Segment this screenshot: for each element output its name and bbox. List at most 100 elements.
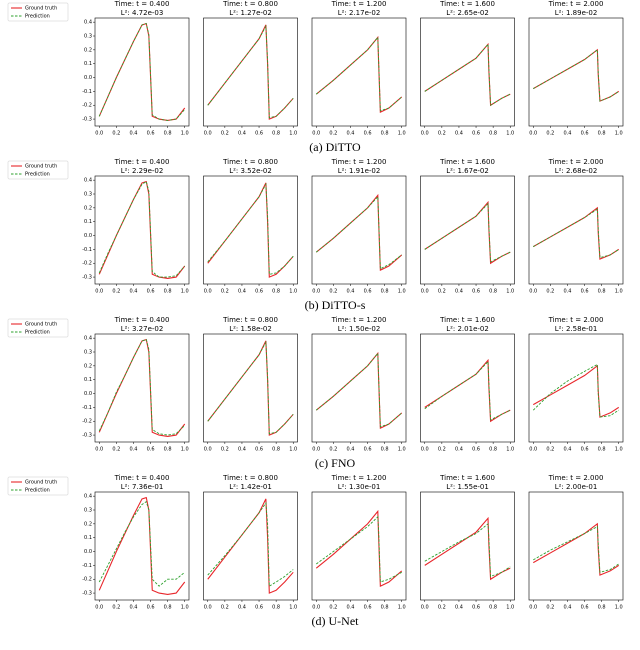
x-tick-label: 0.0 xyxy=(529,131,537,137)
x-tick-label: 0.2 xyxy=(546,605,554,611)
legend-box xyxy=(7,476,69,496)
subplot-subtitle: L²: 1.30e-01 xyxy=(338,483,381,491)
y-tick-label: 0.1 xyxy=(84,535,92,541)
x-tick-label: 0.6 xyxy=(581,289,589,295)
x-tick-label: 0.8 xyxy=(272,605,280,611)
y-tick-label: 0.3 xyxy=(84,350,92,356)
y-tick-label: -0.3 xyxy=(82,275,92,281)
caption: (d) U-Net xyxy=(312,614,360,628)
x-tick-label: 0.4 xyxy=(238,289,246,295)
x-tick-label: 1.0 xyxy=(181,289,189,295)
x-tick-label: 0.8 xyxy=(164,289,172,295)
series-line xyxy=(315,351,403,430)
subplot-title: Time: t = 0.800 xyxy=(222,316,278,324)
y-tick-label: 0.4 xyxy=(84,494,92,500)
y-tick-label: 0.1 xyxy=(84,377,92,383)
series-line xyxy=(98,180,186,278)
x-tick-label: 0.0 xyxy=(204,605,212,611)
x-tick-label: 1.0 xyxy=(398,447,406,453)
x-tick-label: 0.0 xyxy=(529,605,537,611)
subplot-subtitle: L²: 1.42e-01 xyxy=(229,483,272,491)
plot-frame xyxy=(420,175,515,285)
plot-frame xyxy=(94,175,190,285)
subplot-subtitle: L²: 2.58e-01 xyxy=(555,325,598,333)
x-tick-label: 0.8 xyxy=(164,131,172,137)
legend-label: Prediction xyxy=(25,172,50,178)
y-tick-label: 0.3 xyxy=(84,192,92,198)
subplot-subtitle: L²: 1.91e-02 xyxy=(338,167,381,175)
x-tick-label: 0.6 xyxy=(472,289,480,295)
x-tick-label: 0.0 xyxy=(421,131,429,137)
x-tick-label: 0.8 xyxy=(598,289,606,295)
x-tick-label: 0.4 xyxy=(563,131,571,137)
subplot-subtitle: L²: 1.50e-02 xyxy=(338,325,381,333)
series-line xyxy=(207,182,294,275)
x-tick-label: 0.0 xyxy=(529,447,537,453)
x-tick-label: 0.4 xyxy=(238,605,246,611)
x-tick-label: 0.4 xyxy=(129,447,137,453)
subplot-title: Time: t = 2.000 xyxy=(548,158,604,166)
x-tick-label: 0.2 xyxy=(221,605,229,611)
x-tick-label: 0.4 xyxy=(238,447,246,453)
series-line xyxy=(532,363,619,418)
x-tick-label: 0.6 xyxy=(581,447,589,453)
subplot-subtitle: L²: 2.65e-02 xyxy=(446,9,489,17)
series-line xyxy=(207,24,294,120)
x-tick-label: 0.0 xyxy=(312,289,320,295)
series-line xyxy=(424,202,511,263)
series-line xyxy=(424,42,511,107)
x-tick-label: 0.6 xyxy=(581,131,589,137)
x-tick-label: 0.2 xyxy=(221,447,229,453)
y-tick-label: 0.2 xyxy=(84,363,92,369)
y-tick-label: 0.2 xyxy=(84,47,92,53)
x-tick-label: 0.8 xyxy=(164,447,172,453)
subplot-title: Time: t = 1.600 xyxy=(439,474,495,482)
x-tick-label: 1.0 xyxy=(615,447,623,453)
x-tick-label: 0.0 xyxy=(312,605,320,611)
x-tick-label: 0.4 xyxy=(563,605,571,611)
legend-label: Prediction xyxy=(25,14,50,20)
subplot-title: Time: t = 0.800 xyxy=(222,474,278,482)
x-tick-label: 0.8 xyxy=(489,605,497,611)
plot-frame xyxy=(311,17,407,127)
subplot-subtitle: L²: 1.67e-02 xyxy=(446,167,489,175)
x-tick-label: 1.0 xyxy=(506,447,514,453)
y-tick-label: 0.4 xyxy=(84,178,92,184)
x-tick-label: 0.8 xyxy=(598,447,606,453)
subplot-title: Time: t = 2.000 xyxy=(548,316,604,324)
subplot-title: Time: t = 1.200 xyxy=(331,474,387,482)
x-tick-label: 0.8 xyxy=(381,131,389,137)
subplot-subtitle: L²: 2.68e-02 xyxy=(555,167,598,175)
subplot-title: Time: t = 0.400 xyxy=(114,158,170,166)
x-tick-label: 1.0 xyxy=(289,289,297,295)
subplot-subtitle: L²: 1.27e-02 xyxy=(229,9,272,17)
x-tick-label: 0.4 xyxy=(455,131,463,137)
subplot-title: Time: t = 1.600 xyxy=(439,316,495,324)
x-tick-label: 0.8 xyxy=(489,447,497,453)
subplot-subtitle: L²: 3.52e-02 xyxy=(229,167,272,175)
y-tick-label: -0.2 xyxy=(82,103,92,109)
x-tick-label: 0.8 xyxy=(272,131,280,137)
subplot-title: Time: t = 1.200 xyxy=(331,158,387,166)
x-tick-label: 0.2 xyxy=(546,289,554,295)
x-tick-label: 0.2 xyxy=(546,131,554,137)
x-tick-label: 0.4 xyxy=(346,289,354,295)
subplot-subtitle: L²: 2.00e-01 xyxy=(555,483,598,491)
series-line xyxy=(316,515,402,583)
x-tick-label: 0.2 xyxy=(112,447,120,453)
x-tick-label: 0.4 xyxy=(455,605,463,611)
series-line xyxy=(315,509,403,588)
plot-frame xyxy=(203,333,298,443)
subplot-title: Time: t = 2.000 xyxy=(548,0,604,8)
y-tick-label: 0.4 xyxy=(84,336,92,342)
x-tick-label: 0.8 xyxy=(489,289,497,295)
x-tick-label: 1.0 xyxy=(506,605,514,611)
series-line xyxy=(207,24,294,119)
legend-box xyxy=(7,2,69,22)
plot-frame xyxy=(311,491,407,601)
caption: (b) DiTTO-s xyxy=(305,298,366,312)
subplot-subtitle: L²: 2.17e-02 xyxy=(338,9,381,17)
x-tick-label: 0.4 xyxy=(455,289,463,295)
x-tick-label: 0.6 xyxy=(581,605,589,611)
